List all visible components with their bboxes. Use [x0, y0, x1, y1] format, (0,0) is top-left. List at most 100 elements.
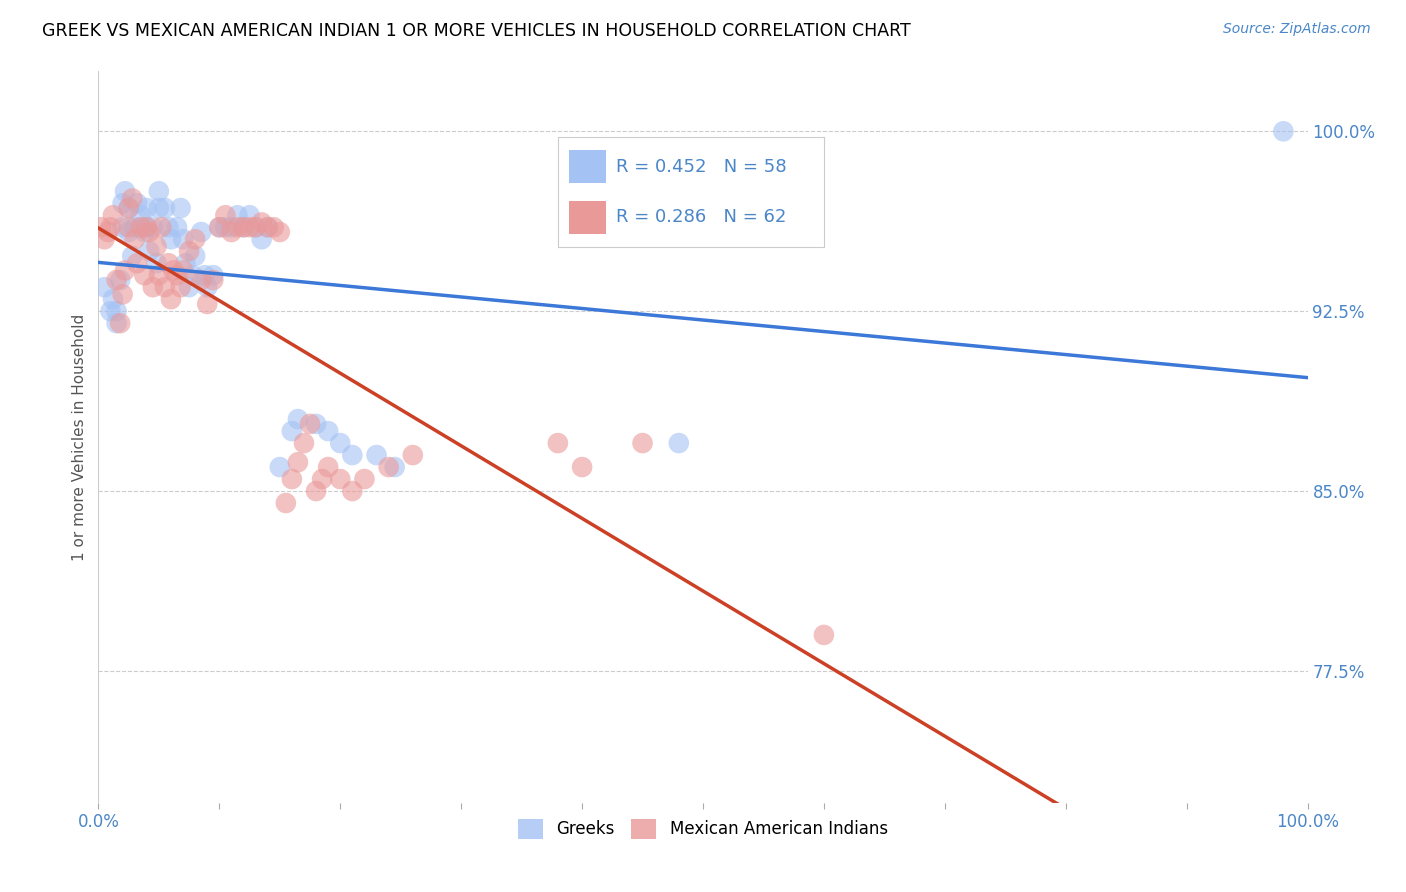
Point [377, 460, 399, 475]
Point [214, 208, 236, 222]
Point [402, 448, 425, 462]
Point [93, 232, 115, 246]
Point [190, 273, 212, 287]
Point [129, 208, 152, 222]
Point [813, 628, 835, 642]
Point [134, 268, 156, 283]
Point [145, 239, 167, 253]
Point [118, 220, 141, 235]
Point [160, 232, 183, 246]
Point [305, 483, 328, 498]
Point [124, 220, 146, 235]
Point [118, 201, 141, 215]
Point [239, 220, 262, 235]
Point [101, 292, 124, 306]
Point [184, 232, 207, 246]
Point [342, 483, 364, 498]
Point [547, 436, 569, 450]
Point [100, 220, 122, 235]
Point [316, 424, 339, 438]
Point [124, 232, 146, 246]
Point [245, 220, 267, 235]
Point [105, 316, 128, 330]
Point [269, 460, 291, 475]
Point [287, 455, 309, 469]
Point [108, 316, 131, 330]
Point [108, 273, 131, 287]
Point [135, 220, 157, 235]
Point [153, 201, 176, 215]
Point [281, 472, 304, 486]
Point [129, 220, 152, 235]
Point [105, 304, 128, 318]
Point [287, 412, 309, 426]
Point [166, 268, 188, 283]
Point [179, 244, 201, 259]
Point [111, 287, 134, 301]
Point [245, 220, 267, 235]
Point [195, 297, 218, 311]
Point [90, 220, 112, 235]
Point [142, 280, 165, 294]
Point [145, 256, 167, 270]
Point [148, 268, 170, 283]
Point [148, 201, 170, 215]
Point [135, 201, 157, 215]
Point [118, 201, 141, 215]
Point [160, 292, 183, 306]
Point [172, 232, 194, 246]
Point [353, 472, 375, 486]
Point [281, 424, 304, 438]
Point [169, 280, 191, 294]
Point [366, 448, 388, 462]
Point [174, 256, 197, 270]
Point [221, 225, 243, 239]
Point [305, 417, 328, 431]
Point [232, 220, 254, 235]
Point [292, 436, 315, 450]
Point [181, 268, 204, 283]
Point [274, 496, 297, 510]
Point [668, 436, 690, 450]
Point [631, 436, 654, 450]
Point [256, 220, 278, 235]
Point [127, 196, 149, 211]
Text: GREEK VS MEXICAN AMERICAN INDIAN 1 OR MORE VEHICLES IN HOUSEHOLD CORRELATION CHA: GREEK VS MEXICAN AMERICAN INDIAN 1 OR MO… [42, 22, 911, 40]
Point [202, 268, 225, 283]
Point [250, 232, 273, 246]
Point [129, 220, 152, 235]
Point [239, 208, 262, 222]
Point [195, 280, 218, 294]
Point [172, 263, 194, 277]
Point [194, 268, 217, 283]
Text: Source: ZipAtlas.com: Source: ZipAtlas.com [1223, 22, 1371, 37]
Point [142, 220, 165, 235]
Point [226, 220, 249, 235]
Point [232, 220, 254, 235]
Point [221, 220, 243, 235]
Point [384, 460, 406, 475]
Point [100, 304, 122, 318]
Point [571, 460, 593, 475]
Point [97, 225, 120, 239]
Y-axis label: 1 or more Vehicles in Household: 1 or more Vehicles in Household [72, 313, 87, 561]
Point [111, 220, 134, 235]
Point [169, 201, 191, 215]
Point [208, 220, 231, 235]
Point [105, 273, 128, 287]
Point [208, 220, 231, 235]
Point [138, 244, 160, 259]
Point [342, 448, 364, 462]
Point [134, 225, 156, 239]
Point [114, 263, 136, 277]
Point [111, 196, 134, 211]
Point [263, 220, 285, 235]
Point [329, 436, 352, 450]
Point [311, 472, 333, 486]
Point [101, 208, 124, 222]
Point [214, 220, 236, 235]
Point [1272, 124, 1295, 138]
Point [118, 225, 141, 239]
Point [114, 184, 136, 198]
Point [179, 280, 201, 294]
